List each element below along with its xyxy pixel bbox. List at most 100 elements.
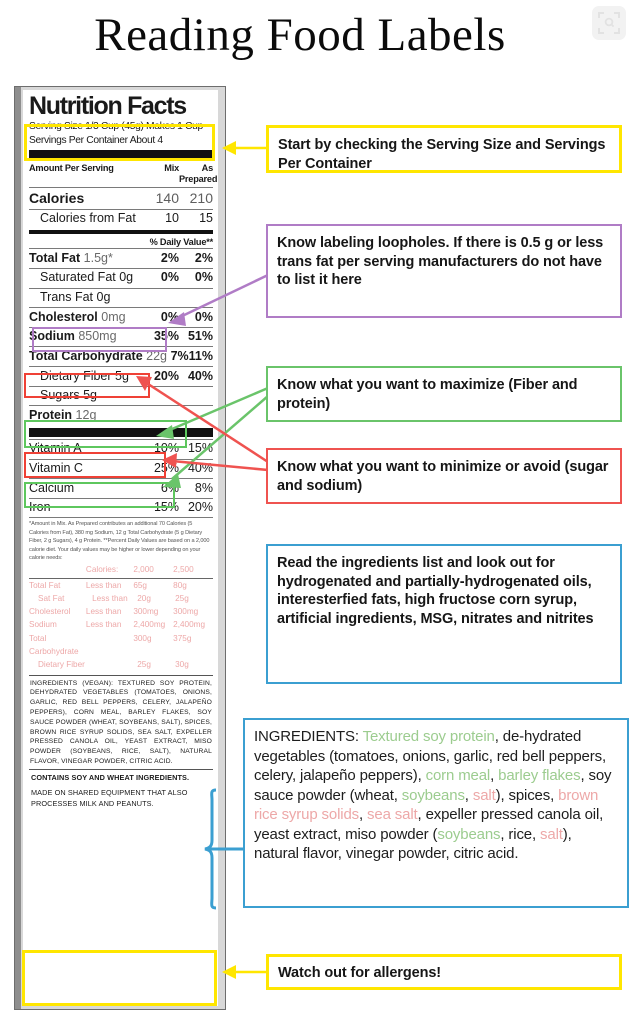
- ingredient-segment-black: ,: [358, 806, 368, 823]
- divider-thick-2: [29, 427, 213, 437]
- row-value-mix: 0%: [160, 309, 179, 324]
- ingredient-segment-red: brown rice syrup solids: [254, 786, 599, 824]
- dv-row-name: Sodium: [29, 620, 57, 630]
- dv-row-2500: 2,400mg: [173, 620, 206, 630]
- dv-row: Total Fat Less than 65g 80g: [29, 579, 213, 592]
- row-value-prepared: 20%: [187, 500, 213, 515]
- callout-maximize[interactable]: Know what you want to maximize (Fiber an…: [266, 366, 622, 422]
- ingredient-segment-black: , expeller pressed canola oil, yeast ext…: [254, 806, 604, 843]
- row-value-mix: 0%: [160, 270, 179, 285]
- row-vitamin-a: Vitamin A 10% 15%: [29, 438, 213, 459]
- row-vitamin-c: Vitamin C 25% 40%: [29, 458, 213, 479]
- row-value-mix: 140: [155, 189, 179, 206]
- ingredient-segment-black: , de-hydrated vegetables (tomatoes, onio…: [254, 728, 606, 784]
- dv-row-2500: 300mg: [173, 607, 199, 617]
- dv-row-2500: 30g: [175, 660, 189, 670]
- row-label: Trans Fat 0g: [40, 290, 111, 305]
- callout-ingredients-tip[interactable]: Read the ingredients list and look out f…: [266, 544, 622, 684]
- dv-row-qual: [92, 658, 137, 671]
- ingredient-segment-red: salt: [472, 786, 496, 804]
- row-value-prepared: 15: [199, 211, 213, 226]
- row-value-prepared: 8%: [194, 480, 213, 495]
- row-value-mix: 10%: [153, 441, 179, 456]
- serving-size-text: Serving Size 1/3 Cup (45g) Makes 1 Cup: [29, 121, 203, 132]
- row-value-mix: 20%: [153, 368, 179, 383]
- divider-thick: [29, 150, 213, 160]
- dv-row: Dietary Fiber 25g 30g: [29, 658, 213, 671]
- row-dietary-fiber: Dietary Fiber 5g 20% 40%: [29, 366, 213, 386]
- zoom-search-icon: [592, 6, 626, 40]
- ingredient-segment-black: ,: [490, 767, 499, 784]
- ingredient-segment-green: Textured soy protein: [358, 728, 495, 745]
- callout-serving-size[interactable]: Start by checking the Serving Size and S…: [266, 125, 622, 173]
- ingredient-segment-green: soybeans: [437, 825, 501, 843]
- ingredient-segment-black: , soy sauce powder (wheat,: [254, 767, 612, 804]
- ingredients-label: INGREDIENTS:: [254, 728, 359, 745]
- dv-table-header: Calories: 2,000 2,500: [29, 563, 213, 579]
- ingredient-segment-black: ,: [464, 786, 473, 804]
- dv-row-name: Total Fat: [29, 580, 61, 590]
- dv-row-qual: Less than: [85, 580, 122, 590]
- callout-trans-fat[interactable]: Know labeling loopholes. If there is 0.5…: [266, 224, 622, 318]
- allergen-shared-equipment-text: MADE ON SHARED EQUIPMENT THAT ALSO PROCE…: [31, 787, 188, 808]
- footnote-text: *Amount in Mix. As Prepared contributes …: [29, 517, 213, 563]
- row-value-mix: 6%: [160, 480, 179, 495]
- dv-row-name: Dietary Fiber: [38, 660, 85, 670]
- dv-row-2000: 65g: [133, 580, 147, 590]
- row-amount: 1.5g*: [83, 250, 113, 265]
- row-value-mix: 25%: [153, 461, 179, 476]
- allergen-block: CONTAINS SOY AND WHEAT INGREDIENTS. MADE…: [29, 768, 213, 813]
- row-iron: Iron 15% 20%: [29, 497, 213, 518]
- row-saturated-fat: Saturated Fat 0g 0% 0%: [29, 267, 213, 288]
- page-title: Reading Food Labels: [94, 9, 506, 61]
- allergen-contains-text: CONTAINS SOY AND WHEAT INGREDIENTS.: [31, 772, 190, 782]
- dv-row: Sodium Less than 2,400mg 2,400mg: [29, 618, 213, 631]
- row-label: Vitamin C: [29, 461, 83, 476]
- dv-row-2500: 375g: [173, 633, 192, 643]
- row-sodium: Sodium 850mg 35% 51%: [29, 326, 213, 347]
- row-label: Total Fat: [29, 250, 81, 265]
- row-trans-fat: Trans Fat 0g: [29, 287, 213, 308]
- ingredient-segment-black: ), natural flavor, vinegar powder, citri…: [254, 825, 572, 863]
- row-value-mix: 7%: [170, 348, 189, 363]
- row-value-prepared: 0%: [194, 309, 213, 324]
- dv-row: Sat Fat Less than 20g 25g: [29, 592, 213, 605]
- row-value-prepared: 2%: [194, 250, 213, 265]
- column-header-as-prepared: As Prepared: [179, 162, 218, 185]
- callout-minimize[interactable]: Know what you want to minimize or avoid …: [266, 448, 622, 504]
- dv-row-2500: 80g: [173, 580, 187, 590]
- row-calcium: Calcium 6% 8%: [29, 478, 213, 498]
- column-headers-row: Amount Per Serving Mix As Prepared: [29, 161, 218, 187]
- amount-per-serving-label: Amount Per Serving: [29, 162, 114, 173]
- ingredient-segment-green: soybeans: [401, 786, 465, 804]
- ingredient-segment-green: barley flakes: [498, 767, 581, 784]
- row-label: Total Carbohydrate: [29, 348, 143, 363]
- row-calories: Calories 140 210: [29, 187, 213, 209]
- row-label: Sodium: [29, 329, 75, 344]
- row-value-prepared: 40%: [187, 368, 213, 383]
- dv-header-2000: 2,000: [133, 565, 154, 575]
- row-value-prepared: 51%: [187, 329, 213, 344]
- row-label: Cholesterol: [29, 309, 98, 324]
- callout-allergens[interactable]: Watch out for allergens!: [266, 954, 622, 990]
- nutrition-facts-heading: Nutrition Facts: [29, 92, 187, 120]
- ingredient-segment-black: ), spices,: [495, 786, 559, 804]
- row-total-fat: Total Fat 1.5g* 2% 2%: [29, 248, 213, 268]
- dv-header-label: Calories:: [85, 565, 119, 575]
- label-ingredients-text: INGREDIENTS (VEGAN): TEXTURED SOY PROTEI…: [29, 674, 213, 769]
- row-value-mix: 35%: [153, 329, 179, 344]
- row-cholesterol: Cholesterol 0mg 0% 0%: [29, 307, 213, 327]
- dv-row-name: Total Carbohydrate: [29, 633, 79, 657]
- callout-ingredients-list[interactable]: INGREDIENTS: Textured soy protein, de-hy…: [243, 718, 629, 908]
- nutrition-facts-panel: Nutrition Facts Serving Size 1/3 Cup (45…: [14, 86, 226, 1010]
- daily-value-header: % Daily Value**: [149, 237, 214, 248]
- dv-row: Total Carbohydrate 300g 375g: [29, 632, 213, 659]
- dv-row-2500: 25g: [175, 593, 189, 603]
- row-value-mix: 15%: [153, 500, 179, 515]
- dv-row-name: Sat Fat: [38, 593, 65, 603]
- daily-values-table: Calories: 2,000 2,500 Total Fat Less tha…: [29, 563, 213, 671]
- row-label: Calories from Fat: [40, 211, 136, 226]
- row-amount: 850mg: [78, 329, 117, 344]
- ingredient-segment-black: , rice,: [500, 825, 541, 843]
